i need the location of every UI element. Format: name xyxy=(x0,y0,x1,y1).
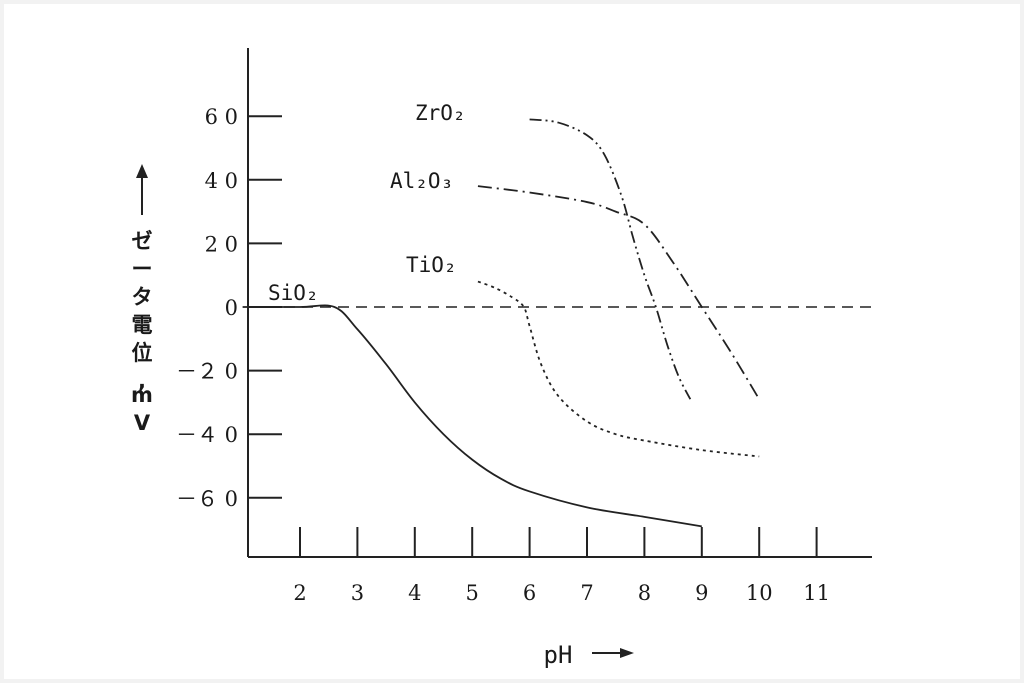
y-tick-label: 4 0 xyxy=(205,169,238,193)
y-tick-label: －２ 0 xyxy=(176,360,238,384)
series-line-sio xyxy=(242,304,702,528)
y-tick-label: －６ 0 xyxy=(176,487,238,511)
series-label-alo: Al₂O₃ xyxy=(390,169,453,193)
x-tick-label: 3 xyxy=(351,581,364,605)
series-lines: ZrO₂ Al₂O₃ TiO₂ SiO₂ xyxy=(242,101,760,528)
y-axis-label-char: 位 xyxy=(132,341,153,365)
x-tick-label: 6 xyxy=(523,581,536,605)
series-label-zro: ZrO₂ xyxy=(415,101,466,125)
axes: 6 0 4 0 2 0 0 －２ 0 －４ 0 －６ 0 2 3 4 5 6 7 8 9 10 11 xyxy=(176,48,878,605)
x-tick-label: 4 xyxy=(408,581,421,605)
y-tick-label: 6 0 xyxy=(205,105,238,129)
x-tick-label: 10 xyxy=(746,581,773,605)
x-axis-label: pH xyxy=(544,641,573,669)
series-line-tio xyxy=(477,280,760,458)
y-axis-label-char: m xyxy=(131,383,153,407)
series-line-zro xyxy=(529,118,692,400)
y-axis-label-char: V xyxy=(134,411,151,435)
x-tick-label: 5 xyxy=(466,581,479,605)
x-tick-label: 11 xyxy=(803,581,830,605)
x-tick-label: 7 xyxy=(580,581,593,605)
x-tick-label: 8 xyxy=(638,581,651,605)
x-tick-label: 2 xyxy=(293,581,306,605)
y-axis-label-char: タ xyxy=(132,285,153,309)
y-tick-label: 0 xyxy=(225,296,238,320)
y-axis-label-char: , xyxy=(138,369,146,393)
ylabel-arrow-head xyxy=(136,164,148,178)
xlabel-arrow-head xyxy=(620,648,634,658)
y-tick-label: 2 0 xyxy=(205,232,238,256)
series-label-tio: TiO₂ xyxy=(406,253,457,277)
series-label-sio: SiO₂ xyxy=(268,281,319,305)
y-axis-label-char: ゼ xyxy=(132,229,153,253)
x-tick-label: 9 xyxy=(695,581,708,605)
y-axis-label: ゼータ電位, m V xyxy=(131,229,153,435)
series-line-alo xyxy=(477,185,760,400)
chart-paper xyxy=(4,4,1020,679)
labels: ゼータ電位, m V pH xyxy=(131,164,634,669)
y-axis-label-char: ー xyxy=(132,257,153,281)
y-axis-label-char: 電 xyxy=(132,313,153,337)
y-tick-label: －４ 0 xyxy=(176,423,238,447)
